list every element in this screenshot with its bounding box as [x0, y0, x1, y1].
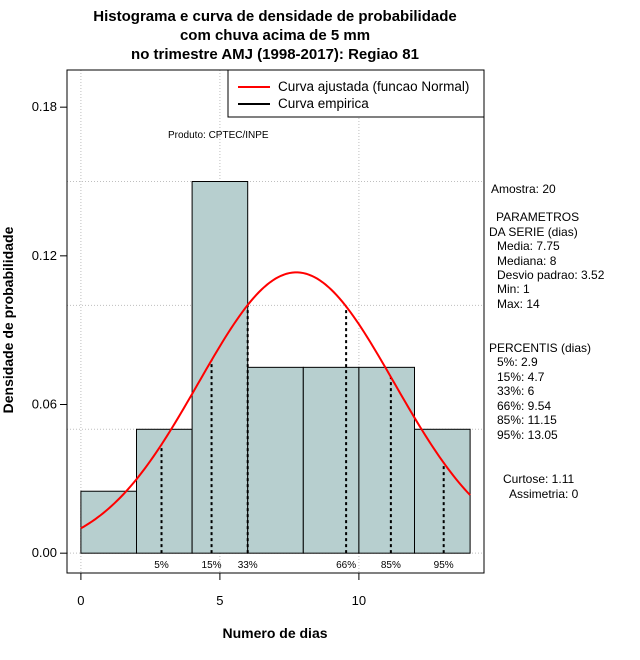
histogram-bar-2	[191, 181, 249, 554]
percentil-5-text: 5%: 2.9	[497, 355, 538, 369]
percentil-15-text: 15%: 4.7	[497, 370, 545, 384]
y-tick-label: 0.18	[32, 99, 57, 114]
x-tick-label: 5	[216, 593, 223, 608]
parametros-subheading: DA SERIE (dias)	[489, 225, 578, 239]
percentil-95-text: 95%: 13.05	[497, 428, 558, 442]
percentile-label: 5%	[154, 560, 169, 571]
min-text: Min: 1	[497, 282, 530, 296]
histogram-bar-3	[247, 366, 304, 554]
chart-title: Histograma e curva de densidade de proba…	[93, 8, 456, 63]
product-annotation: Produto: CPTEC/INPE	[168, 130, 269, 141]
histogram-bars	[80, 181, 471, 554]
percentil-66-text: 66%: 9.54	[497, 399, 551, 413]
percentil-33-text: 33%: 6	[497, 384, 535, 398]
x-axis: 0 5 10	[77, 572, 366, 608]
percentile-label: 85%	[381, 560, 401, 571]
percentile-label: 15%	[202, 560, 222, 571]
parametros-heading: PARAMETROS	[496, 210, 579, 224]
percentile-label: 33%	[238, 560, 258, 571]
percentile-label: 95%	[434, 560, 454, 571]
percentile-label: 66%	[336, 560, 356, 571]
histogram-bar-5	[358, 366, 415, 554]
title-line-3: no trimestre AMJ (1998-2017): Regiao 81	[131, 46, 419, 63]
legend: Curva ajustada (funcao Normal) Curva emp…	[227, 69, 485, 118]
media-text: Media: 7.75	[497, 239, 560, 253]
histogram-bar-6	[414, 428, 471, 554]
x-axis-label: Numero de dias	[222, 625, 327, 641]
side-panel: Amostra: 20 PARAMETROS DA SERIE (dias) M…	[489, 182, 605, 501]
y-axis: 0.00 0.06 0.12 0.18	[32, 99, 68, 560]
percentis-heading: PERCENTIS (dias)	[489, 341, 591, 355]
y-tick-label: 0.06	[32, 397, 57, 412]
assimetria-text: Assimetria: 0	[509, 487, 579, 501]
amostra-text: Amostra: 20	[491, 182, 556, 196]
y-tick-label: 0.00	[32, 545, 57, 560]
percentile-lines	[160, 304, 445, 554]
title-line-1: Histograma e curva de densidade de proba…	[93, 8, 456, 25]
legend-box	[227, 69, 485, 118]
curtose-text: Curtose: 1.11	[503, 472, 574, 486]
legend-fitted-label: Curva ajustada (funcao Normal)	[278, 79, 469, 94]
desvio-text: Desvio padrao: 3.52	[497, 268, 605, 282]
histogram-bar-1	[136, 428, 193, 554]
percentile-labels: 5% 15% 33% 66% 85% 95%	[154, 560, 454, 571]
title-line-2: com chuva acima de 5 mm	[180, 27, 370, 44]
y-axis-label: Densidade de probabilidade	[0, 226, 16, 413]
x-tick-label: 10	[352, 593, 366, 608]
fitted-normal-curve	[80, 271, 471, 530]
x-tick-label: 0	[77, 593, 84, 608]
y-tick-label: 0.12	[32, 248, 57, 263]
percentil-85-text: 85%: 11.15	[497, 413, 557, 427]
legend-empirical-label: Curva empirica	[278, 96, 369, 111]
max-text: Max: 14	[497, 297, 540, 311]
mediana-text: Mediana: 8	[497, 254, 557, 268]
histogram-bar-4	[302, 366, 360, 554]
